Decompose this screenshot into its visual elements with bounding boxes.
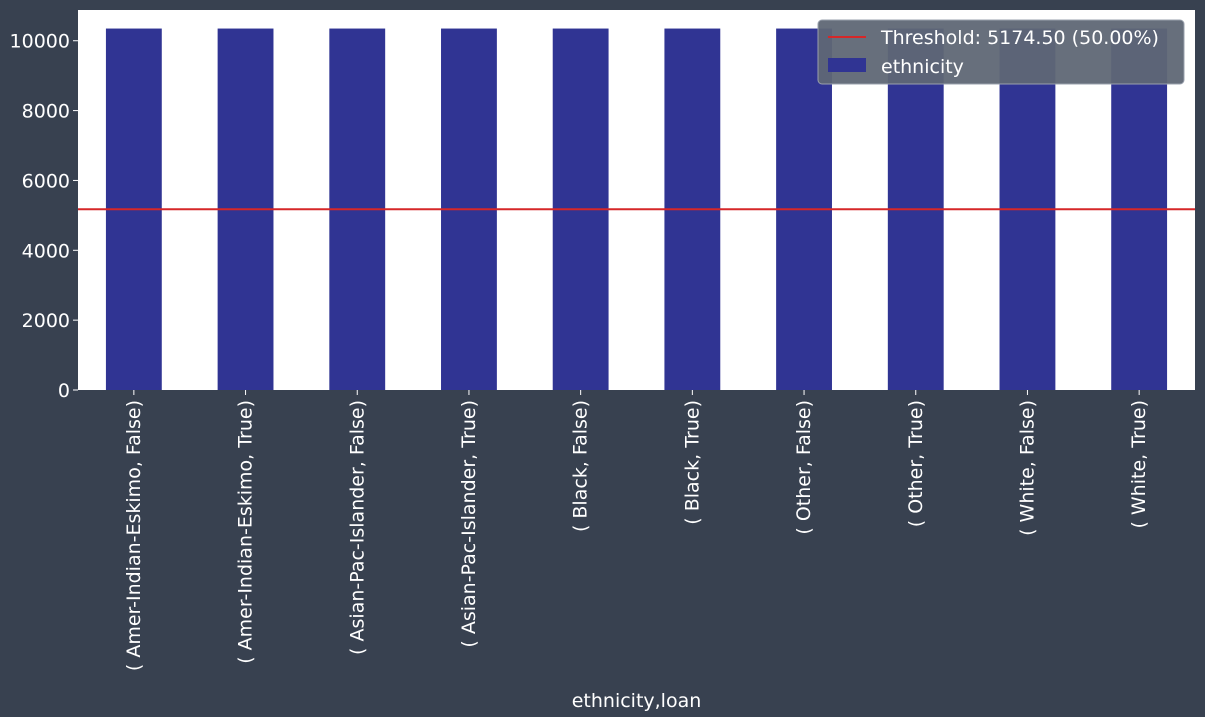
- legend-series-swatch: [828, 58, 866, 72]
- x-tick-label: ( White, True): [1128, 400, 1150, 529]
- y-tick-label: 6000: [22, 170, 70, 192]
- x-tick-label: ( Other, False): [793, 400, 815, 535]
- y-tick-label: 2000: [22, 310, 70, 332]
- x-tick-label: ( Black, False): [570, 400, 592, 532]
- x-tick-label: ( Asian-Pac-Islander, False): [346, 400, 368, 655]
- x-tick-label: ( Amer-Indian-Eskimo, False): [123, 400, 145, 671]
- x-tick-label: ( White, False): [1016, 400, 1038, 536]
- x-tick-label: ( Asian-Pac-Islander, True): [458, 400, 480, 648]
- x-tick-label: ( Black, True): [681, 400, 703, 525]
- legend-threshold-label: Threshold: 5174.50 (50.00%): [880, 27, 1159, 49]
- legend-box: [817, 19, 1185, 85]
- y-axis: 0 2000 4000 6000 8000 10000: [10, 31, 78, 402]
- y-tick-label: 8000: [22, 101, 70, 123]
- y-tick-label: 4000: [22, 240, 70, 262]
- x-axis-title: ethnicity,loan: [572, 690, 702, 712]
- legend-series-label: ethnicity: [881, 56, 964, 78]
- x-axis: ( Amer-Indian-Eskimo, False) ( Amer-India…: [123, 390, 1150, 671]
- legend: Threshold: 5174.50 (50.00%) ethnicity: [817, 19, 1185, 85]
- y-tick-label: 10000: [10, 31, 70, 53]
- y-tick-label: 0: [58, 380, 70, 402]
- x-tick-label: ( Other, True): [905, 400, 927, 527]
- x-tick-label: ( Amer-Indian-Eskimo, True): [235, 400, 257, 664]
